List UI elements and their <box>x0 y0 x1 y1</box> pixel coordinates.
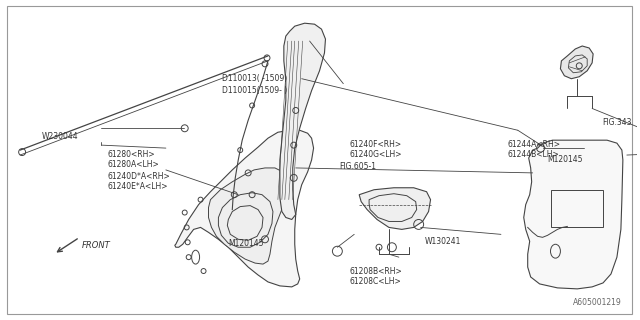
Polygon shape <box>280 23 326 220</box>
Polygon shape <box>359 188 431 229</box>
Text: 61240F<RH>: 61240F<RH> <box>349 140 401 149</box>
Polygon shape <box>561 46 593 79</box>
Text: 61280A<LH>: 61280A<LH> <box>108 160 159 169</box>
Polygon shape <box>524 140 623 289</box>
Text: 61208B<RH>: 61208B<RH> <box>349 267 402 276</box>
Text: FIG.343: FIG.343 <box>602 118 632 127</box>
Text: D110015(1509- ): D110015(1509- ) <box>222 86 287 95</box>
Text: 61240E*A<LH>: 61240E*A<LH> <box>108 182 168 191</box>
Text: 61244B<LH>: 61244B<LH> <box>508 150 559 159</box>
Text: 61240G<LH>: 61240G<LH> <box>349 150 402 159</box>
Bar <box>552 190 603 228</box>
Text: 61240D*A<RH>: 61240D*A<RH> <box>108 172 170 181</box>
Text: W230044: W230044 <box>42 132 79 141</box>
Text: 61244A<RH>: 61244A<RH> <box>508 140 561 149</box>
Text: 61280<RH>: 61280<RH> <box>108 150 155 159</box>
Polygon shape <box>209 168 287 264</box>
Text: M120145: M120145 <box>228 239 264 248</box>
Text: 61208C<LH>: 61208C<LH> <box>349 277 401 286</box>
Text: FRONT: FRONT <box>82 241 110 250</box>
Text: M120145: M120145 <box>548 155 583 164</box>
Text: A605001219: A605001219 <box>573 298 622 307</box>
Polygon shape <box>175 130 314 287</box>
Text: W130241: W130241 <box>424 237 461 246</box>
Text: D110013( -1509): D110013( -1509) <box>222 74 287 83</box>
Text: FIG.605-1: FIG.605-1 <box>339 162 376 171</box>
